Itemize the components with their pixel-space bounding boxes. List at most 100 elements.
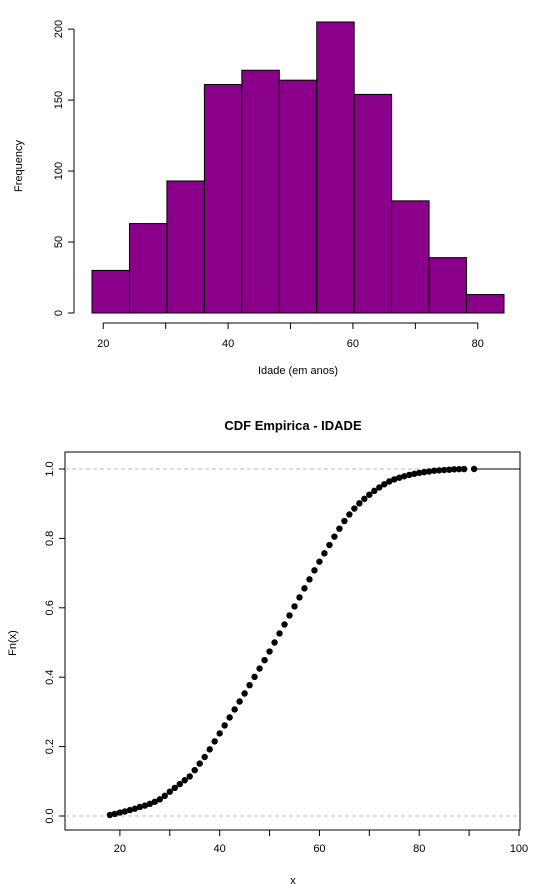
ecdf-point [435, 467, 443, 474]
ecdf-point [131, 805, 139, 812]
ecdf-point [286, 612, 293, 619]
histogram-bar [316, 21, 355, 314]
histogram-y-tick-label: 100 [53, 162, 65, 180]
ecdf-point [221, 722, 228, 729]
ecdf-point [141, 802, 149, 809]
ecdf-point [351, 505, 358, 512]
ecdf-point [251, 673, 258, 681]
ecdf-point [341, 517, 348, 525]
ecdf-point [201, 753, 208, 761]
histogram-x-tick-label: 40 [222, 338, 234, 350]
ecdf-chart: CDF Empirica - IDADE 0.00.20.40.60.81.0 … [7, 418, 528, 884]
ecdf-point [291, 603, 298, 610]
histogram-bar [428, 257, 468, 314]
ecdf-point [401, 473, 408, 480]
ecdf-x-tick-label: 40 [214, 843, 226, 855]
ecdf-point [171, 784, 178, 792]
ecdf-plot-box [64, 451, 521, 831]
ecdf-y-axis-title: Fn(x) [7, 630, 19, 656]
histogram-y-tick-label: 50 [53, 236, 65, 248]
histogram-bar [241, 69, 280, 314]
ecdf-point [376, 484, 383, 491]
ecdf-point [336, 525, 343, 532]
ecdf-point [411, 470, 418, 478]
ecdf-point [121, 808, 129, 815]
histogram-x-axis-title: Idade (em anos) [258, 365, 338, 377]
ecdf-point [116, 809, 124, 816]
ecdf-point [146, 800, 154, 808]
ecdf-point [361, 495, 368, 503]
ecdf-point [316, 558, 323, 565]
ecdf-point [176, 780, 183, 788]
histogram-x-tick-label: 60 [347, 338, 359, 350]
ecdf-points [106, 465, 478, 819]
ecdf-point [386, 478, 393, 485]
ecdf-point [241, 690, 248, 697]
ecdf-point [406, 471, 413, 479]
ecdf-point [296, 594, 303, 601]
ecdf-point [416, 469, 423, 477]
ecdf-point [186, 773, 193, 780]
histogram-y-ticks: 0 50 100 150 200 [53, 20, 74, 316]
ecdf-point [166, 788, 173, 795]
ecdf-point [261, 656, 268, 664]
ecdf-point [356, 500, 363, 507]
ecdf-point [276, 630, 283, 637]
ecdf-point [396, 474, 403, 481]
histogram-x-ticks: 20 40 60 80 [97, 323, 484, 350]
ecdf-point [306, 576, 313, 583]
histogram-x-tick-label: 80 [472, 338, 484, 350]
ecdf-chart-title: CDF Empirica - IDADE [224, 418, 362, 433]
histogram-y-tick-label: 200 [53, 20, 65, 38]
ecdf-point [281, 621, 288, 628]
ecdf-point [450, 466, 458, 473]
ecdf-x-tick-label: 80 [413, 843, 425, 855]
ecdf-point [301, 585, 308, 592]
ecdf-point [206, 746, 213, 753]
ecdf-x-ticks: 20 40 60 80 100 [114, 830, 528, 855]
ecdf-point [421, 468, 428, 476]
ecdf-point [181, 777, 188, 784]
histogram-y-axis-title: Frequency [13, 140, 25, 192]
ecdf-point [211, 738, 218, 745]
ecdf-x-tick-label: 60 [313, 843, 325, 855]
ecdf-point [440, 466, 448, 474]
ecdf-point [426, 468, 433, 475]
ecdf-point [445, 466, 453, 473]
ecdf-point [191, 766, 198, 774]
ecdf-point [321, 550, 328, 557]
ecdf-point [460, 465, 468, 473]
ecdf-point [381, 481, 388, 488]
histogram-bar [128, 223, 168, 314]
ecdf-y-tick-label: 0.8 [44, 531, 56, 546]
ecdf-point [366, 491, 373, 498]
histogram-bar [203, 83, 243, 314]
ecdf-point [271, 639, 278, 646]
histogram-y-tick-label: 150 [53, 91, 65, 109]
ecdf-y-tick-label: 0.2 [44, 739, 56, 754]
ecdf-point [331, 533, 338, 540]
histogram-bar [466, 294, 505, 314]
ecdf-y-tick-label: 0.0 [44, 808, 56, 823]
ecdf-y-ticks: 0.0 0.2 0.4 0.6 0.8 1.0 [44, 461, 65, 824]
ecdf-point [430, 467, 438, 474]
ecdf-point [126, 806, 134, 814]
ecdf-point [346, 511, 353, 518]
ecdf-point [391, 476, 398, 483]
ecdf-point [231, 706, 238, 713]
histogram-bar [166, 180, 205, 314]
histogram-bar [353, 93, 393, 314]
ecdf-point [246, 681, 253, 689]
histogram-bar [278, 79, 318, 314]
ecdf-point [156, 796, 163, 803]
histogram-x-tick-label: 20 [97, 338, 109, 350]
ecdf-point [136, 803, 144, 811]
ecdf-point [151, 798, 159, 805]
ecdf-x-axis-title: x [290, 875, 296, 884]
ecdf-point [216, 730, 223, 737]
ecdf-point [326, 541, 333, 549]
histogram-y-tick-label: 0 [53, 310, 65, 316]
histogram-chart: 0 50 100 150 200 20 40 60 80 Idade (em anos) Fr… [13, 20, 505, 377]
histogram-bar [391, 200, 430, 314]
